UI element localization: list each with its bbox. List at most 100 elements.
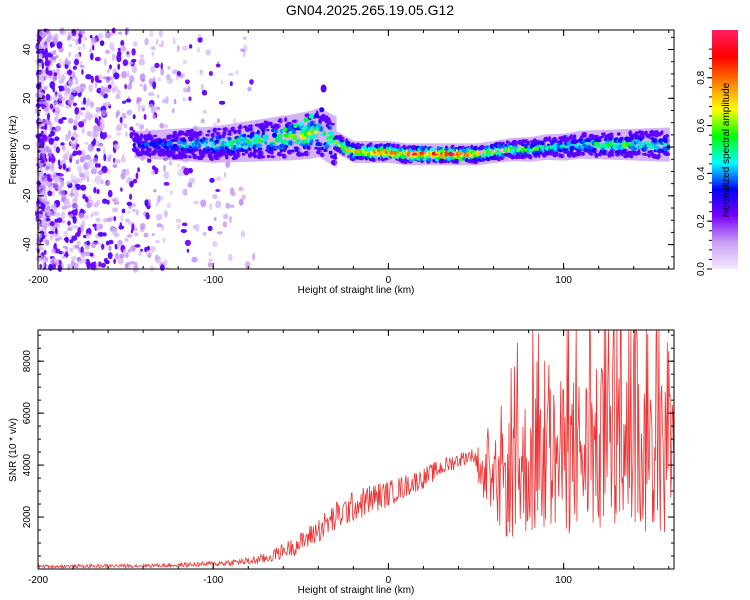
- ridge-cell: [303, 125, 308, 129]
- noise-blob: [78, 46, 82, 51]
- noise-blob: [148, 103, 154, 109]
- noise-blob: [68, 51, 72, 58]
- noise-blob: [146, 158, 152, 163]
- noise-blob: [48, 163, 55, 170]
- noise-blob: [107, 252, 113, 260]
- ridge-cell: [333, 156, 338, 160]
- ridge-halo: [285, 115, 288, 161]
- ridge-halo: [480, 142, 482, 165]
- noise-blob: [240, 230, 245, 238]
- noise-blob: [45, 74, 51, 79]
- ridge-halo: [499, 140, 501, 163]
- ridge-cell: [323, 131, 327, 136]
- noise-blob: [50, 56, 57, 63]
- ridge-halo: [180, 128, 183, 161]
- noise-blob: [55, 146, 61, 154]
- noise-blob: [182, 188, 187, 196]
- noise-blob: [116, 54, 122, 63]
- noise-blob: [52, 105, 56, 110]
- noise-blob: [131, 48, 136, 56]
- ridge-cell: [188, 155, 193, 159]
- noise-blob: [86, 240, 90, 246]
- noise-blob: [80, 153, 86, 158]
- noise-blob: [104, 260, 110, 265]
- noise-blob: [177, 163, 180, 167]
- noise-blob: [159, 122, 165, 129]
- ridge-cell: [225, 153, 229, 159]
- noise-blob: [117, 256, 124, 265]
- ridge-halo: [620, 129, 622, 160]
- noise-blob: [62, 30, 67, 35]
- ridge-halo: [250, 120, 252, 162]
- noise-blob: [126, 234, 133, 238]
- noise-blob: [81, 69, 84, 75]
- ridge-halo: [410, 143, 413, 166]
- noise-blob: [107, 88, 111, 93]
- noise-blob: [49, 232, 54, 241]
- noise-blob: [44, 60, 50, 67]
- noise-blob: [64, 57, 69, 65]
- noise-blob: [132, 65, 137, 74]
- noise-blob: [50, 42, 54, 48]
- noise-blob: [39, 264, 43, 269]
- noise-blob: [74, 107, 79, 115]
- noise-blob: [72, 186, 77, 192]
- noise-blob: [129, 126, 134, 131]
- ridge-halo: [479, 143, 481, 165]
- noise-blob: [68, 166, 72, 172]
- noise-blob: [42, 214, 47, 222]
- noise-blob: [135, 209, 139, 216]
- noise-blob: [85, 74, 92, 80]
- noise-blob: [83, 97, 87, 105]
- noise-blob: [115, 111, 119, 119]
- noise-blob: [67, 118, 74, 124]
- noise-blob: [55, 125, 61, 132]
- ridge-halo: [178, 128, 180, 161]
- ridge-halo: [318, 107, 320, 157]
- ridge-cell: [293, 135, 298, 141]
- ridge-halo: [251, 120, 253, 162]
- noise-blob: [78, 29, 85, 35]
- noise-blob: [238, 198, 244, 206]
- noise-blob: [135, 122, 140, 127]
- spectrogram-xlabel: Height of straight line (km): [298, 285, 415, 296]
- noise-blob: [71, 260, 76, 267]
- noise-blob: [53, 94, 58, 102]
- colorbar-tick-label: 0.4: [696, 166, 707, 180]
- noise-blob: [53, 202, 57, 210]
- noise-blob: [124, 83, 127, 90]
- noise-blob: [113, 258, 116, 264]
- ridge-halo: [610, 129, 613, 160]
- noise-blob: [85, 233, 91, 240]
- ridge-halo: [284, 115, 287, 161]
- noise-blob: [94, 75, 100, 83]
- noise-blob: [155, 38, 159, 46]
- noise-blob: [49, 103, 54, 109]
- noise-blob: [61, 255, 66, 259]
- snr-ylabel: SNR (10 * v/v): [8, 418, 19, 482]
- noise-blob: [52, 189, 55, 197]
- ridge-halo: [252, 120, 254, 162]
- top-ytick-label: -20: [22, 188, 33, 203]
- snr-plot-area: [38, 330, 674, 569]
- ridge-cell: [178, 150, 182, 155]
- noise-blob: [183, 167, 190, 176]
- ridge-cell: [665, 134, 670, 138]
- noise-blob: [121, 71, 127, 79]
- noise-blob: [89, 48, 92, 53]
- noise-blob: [200, 118, 205, 124]
- noise-blob: [215, 200, 222, 209]
- noise-blob: [107, 189, 113, 198]
- noise-blob: [43, 86, 47, 91]
- noise-blob: [108, 239, 114, 245]
- noise-blob: [85, 154, 91, 160]
- noise-blob: [57, 185, 62, 192]
- ridge-halo: [268, 117, 271, 161]
- noise-blob: [78, 256, 82, 265]
- noise-blob: [54, 212, 61, 217]
- ridge-halo: [368, 141, 371, 163]
- noise-blob: [50, 204, 54, 210]
- noise-blob: [97, 170, 104, 176]
- noise-blob: [72, 225, 78, 229]
- noise-blob: [112, 53, 115, 62]
